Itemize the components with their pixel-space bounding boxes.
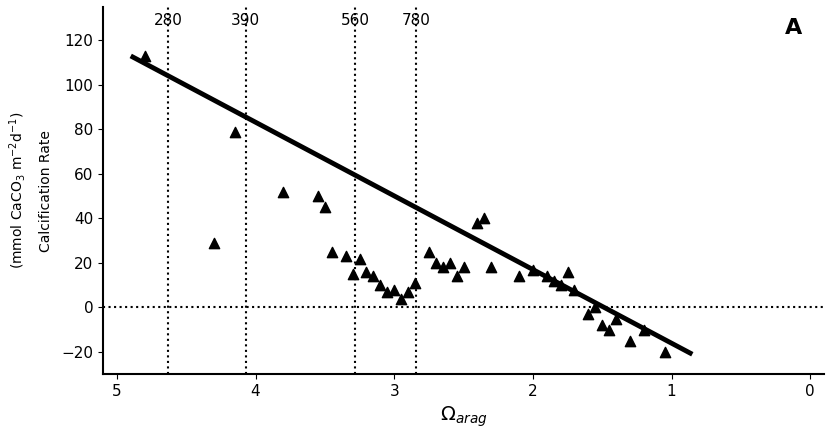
Point bbox=[429, 259, 442, 266]
Text: 390: 390 bbox=[231, 13, 260, 28]
Point bbox=[582, 311, 595, 318]
Point bbox=[478, 215, 491, 222]
Point bbox=[422, 249, 435, 255]
X-axis label: $\Omega_{arag}$: $\Omega_{arag}$ bbox=[440, 405, 487, 429]
Point bbox=[443, 259, 456, 266]
Point bbox=[55, 92, 68, 99]
Point bbox=[602, 326, 616, 333]
Point bbox=[436, 264, 450, 271]
Point bbox=[346, 271, 359, 278]
Point bbox=[387, 286, 401, 293]
Point bbox=[457, 264, 470, 271]
Point bbox=[513, 273, 526, 280]
Point bbox=[484, 264, 498, 271]
Point bbox=[312, 193, 325, 200]
Point bbox=[339, 253, 352, 260]
Point bbox=[568, 286, 581, 293]
Text: 280: 280 bbox=[154, 13, 183, 28]
Point bbox=[408, 279, 421, 286]
Point bbox=[360, 269, 373, 276]
Point bbox=[554, 282, 568, 289]
Point bbox=[588, 304, 602, 311]
Point bbox=[366, 273, 380, 280]
Point bbox=[277, 188, 290, 195]
Point bbox=[353, 255, 366, 262]
Point bbox=[138, 52, 151, 59]
Point bbox=[450, 273, 463, 280]
Point bbox=[526, 266, 539, 273]
Point bbox=[381, 289, 394, 296]
Point bbox=[658, 348, 671, 355]
Text: 780: 780 bbox=[402, 13, 430, 28]
Point bbox=[207, 239, 220, 246]
Point bbox=[596, 322, 609, 329]
Point bbox=[547, 277, 560, 284]
Y-axis label: (mmol CaCO$_3$ m$^{-2}$d$^{-1}$)
Calcification Rate: (mmol CaCO$_3$ m$^{-2}$d$^{-1}$) Calcifi… bbox=[7, 112, 53, 269]
Point bbox=[637, 326, 651, 333]
Point bbox=[318, 204, 332, 211]
Point bbox=[609, 315, 622, 322]
Point bbox=[228, 128, 241, 135]
Point bbox=[470, 219, 484, 226]
Text: A: A bbox=[785, 18, 803, 38]
Point bbox=[395, 295, 408, 302]
Point bbox=[401, 289, 415, 296]
Point bbox=[374, 282, 387, 289]
Text: 560: 560 bbox=[341, 13, 370, 28]
Point bbox=[325, 249, 338, 255]
Point bbox=[623, 337, 637, 344]
Point bbox=[561, 269, 574, 276]
Point bbox=[41, 117, 54, 124]
Point bbox=[540, 273, 553, 280]
